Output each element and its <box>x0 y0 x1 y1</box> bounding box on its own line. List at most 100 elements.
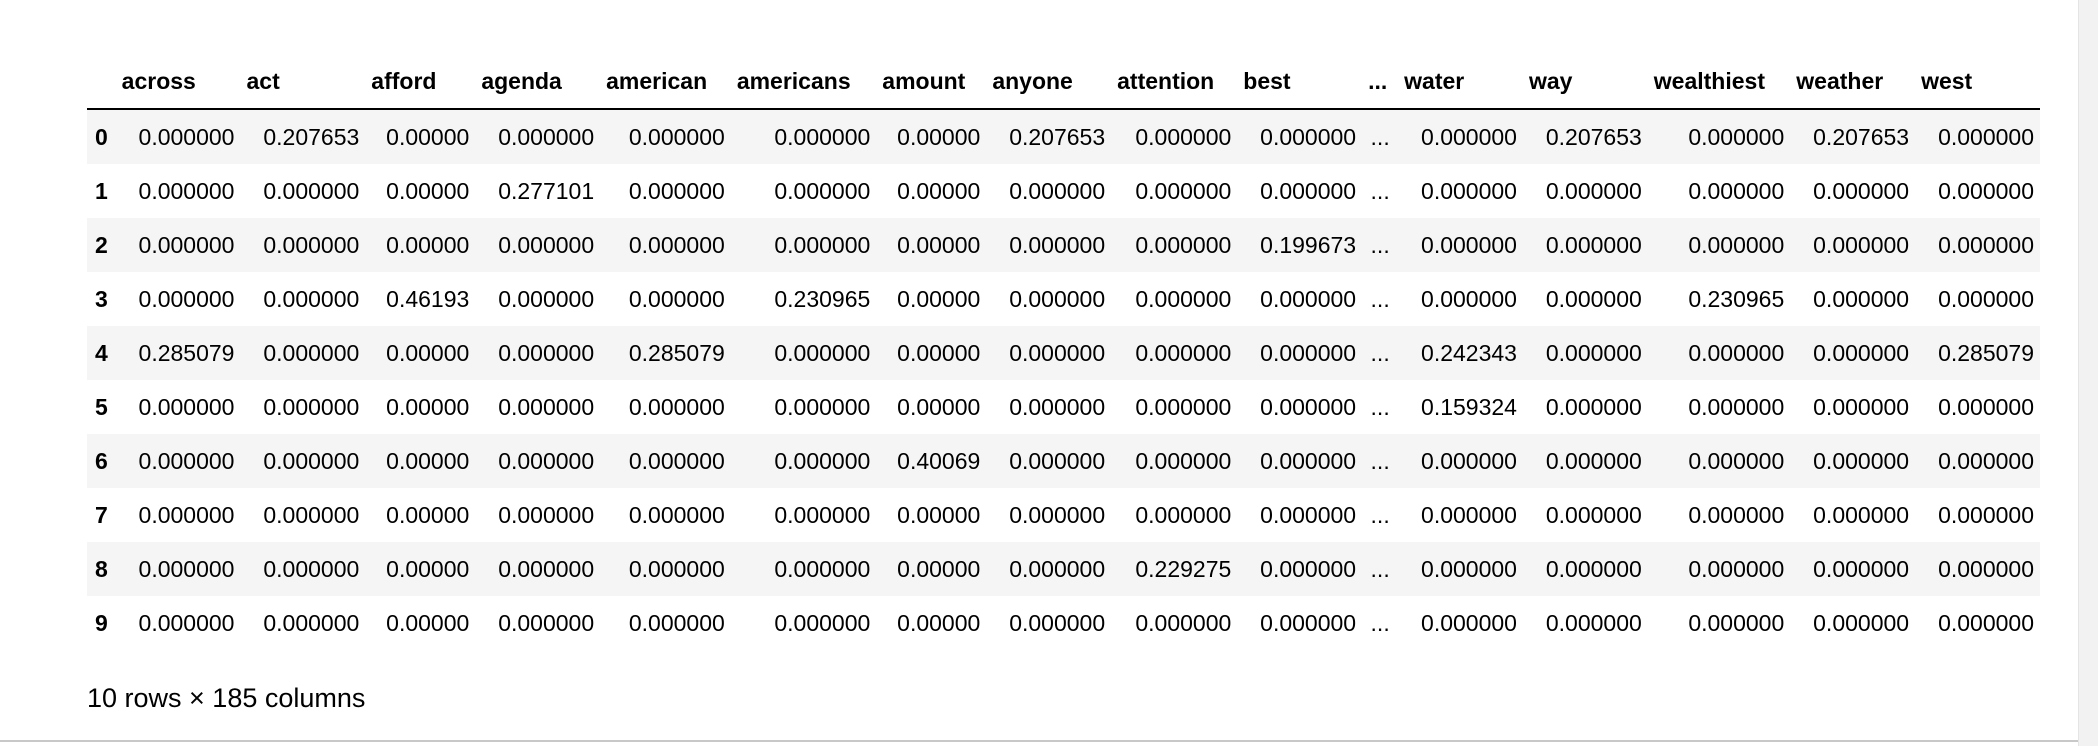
table-cell: 0.000000 <box>1421 447 1517 474</box>
table-cell: 0.000000 <box>1009 393 1106 420</box>
table-cell: 0.000000 <box>1421 285 1517 312</box>
table-row: 2 0.000000 0.000000 0.00000 0.000000 0.000000… <box>87 218 2040 272</box>
table-cell: 0.000000 <box>1688 555 1785 582</box>
column-header: americans <box>730 54 877 110</box>
table-cell: 0.000000 <box>1260 393 1357 420</box>
table-cell: 0.00000 <box>897 339 981 366</box>
table-cell: 0.000000 <box>498 609 595 636</box>
table-cell: 0.000000 <box>1421 177 1517 204</box>
table-cell: 0.000000 <box>138 231 235 258</box>
ellipsis-cell: ... <box>1370 447 1390 474</box>
table-cell: 0.000000 <box>628 501 725 528</box>
ellipsis-cell: ... <box>1370 393 1390 420</box>
table-cell: 0.000000 <box>1009 285 1106 312</box>
table-cell: 0.00000 <box>897 123 981 150</box>
column-header: weather <box>1790 54 1916 110</box>
table-cell: 0.000000 <box>263 177 360 204</box>
table-cell: 0.000000 <box>1260 177 1357 204</box>
table-cell: 0.000000 <box>263 339 360 366</box>
table-cell: 0.000000 <box>498 501 595 528</box>
table-cell: 0.000000 <box>774 339 871 366</box>
table-cell: 0.000000 <box>1938 123 2034 150</box>
table-cell: 0.46193 <box>386 285 470 312</box>
table-cell: 0.000000 <box>498 447 595 474</box>
table-cell: 0.000000 <box>1938 285 2034 312</box>
row-index: 3 <box>94 285 108 312</box>
index-column-header <box>87 54 116 110</box>
ellipsis-cell: ... <box>1370 501 1390 528</box>
table-row: 5 0.000000 0.000000 0.00000 0.000000 0.000000… <box>87 380 2040 434</box>
table-cell: 0.000000 <box>1135 501 1232 528</box>
table-row: 9 0.000000 0.000000 0.00000 0.000000 0.000000… <box>87 596 2040 650</box>
table-cell: 0.00000 <box>897 285 981 312</box>
column-header: west <box>1915 54 2040 110</box>
table-cell: 0.000000 <box>1688 501 1785 528</box>
table-cell: 0.000000 <box>1135 231 1232 258</box>
table-cell: 0.00000 <box>386 555 470 582</box>
table-header: across act afford agenda american americans am… <box>87 54 2040 110</box>
table-cell: 0.277101 <box>498 177 595 204</box>
row-index: 6 <box>94 447 108 474</box>
table-cell: 0.000000 <box>138 285 235 312</box>
table-cell: 0.000000 <box>628 555 725 582</box>
table-cell: 0.000000 <box>1938 231 2034 258</box>
table-cell: 0.230965 <box>774 285 871 312</box>
table-cell: 0.000000 <box>628 123 725 150</box>
column-header: best <box>1237 54 1363 110</box>
row-index: 9 <box>94 609 108 636</box>
table-cell: 0.000000 <box>1260 501 1357 528</box>
table-cell: 0.000000 <box>1938 609 2034 636</box>
column-header: way <box>1522 54 1648 110</box>
table-cell: 0.000000 <box>263 447 360 474</box>
table-cell: 0.000000 <box>1260 285 1357 312</box>
table-cell: 0.000000 <box>628 609 725 636</box>
column-header: afford <box>365 54 476 110</box>
table-cell: 0.000000 <box>1260 123 1357 150</box>
table-cell: 0.000000 <box>1938 501 2034 528</box>
column-header: american <box>600 54 731 110</box>
table-cell: 0.000000 <box>774 501 871 528</box>
ellipsis-cell: ... <box>1370 339 1390 366</box>
row-index: 2 <box>94 231 108 258</box>
table-cell: 0.000000 <box>1688 447 1785 474</box>
table-cell: 0.000000 <box>263 231 360 258</box>
column-header: wealthiest <box>1647 54 1791 110</box>
table-cell: 0.000000 <box>1938 393 2034 420</box>
table-cell: 0.00000 <box>897 501 981 528</box>
table-cell: 0.00000 <box>897 231 981 258</box>
table-cell: 0.000000 <box>1688 609 1785 636</box>
column-header-ellipsis: ... <box>1362 54 1399 110</box>
table-cell: 0.000000 <box>138 177 235 204</box>
table-cell: 0.000000 <box>628 231 725 258</box>
table-row: 1 0.000000 0.000000 0.00000 0.277101 0.000000… <box>87 164 2040 218</box>
table-cell: 0.000000 <box>628 177 725 204</box>
vertical-scrollbar[interactable] <box>2078 0 2098 746</box>
header-row: across act afford agenda american americans am… <box>87 54 2040 110</box>
row-index: 7 <box>94 501 108 528</box>
table-cell: 0.000000 <box>1009 609 1106 636</box>
table-cell: 0.00000 <box>897 609 981 636</box>
table-cell: 0.000000 <box>1545 393 1642 420</box>
table-cell: 0.000000 <box>1545 447 1642 474</box>
table-cell: 0.000000 <box>1135 339 1232 366</box>
table-cell: 0.000000 <box>1545 501 1642 528</box>
table-cell: 0.285079 <box>138 339 235 366</box>
table-cell: 0.000000 <box>1938 447 2034 474</box>
table-cell: 0.000000 <box>1688 177 1785 204</box>
table-cell: 0.000000 <box>498 231 595 258</box>
table-cell: 0.000000 <box>1545 177 1642 204</box>
table-cell: 0.000000 <box>263 501 360 528</box>
table-cell: 0.000000 <box>774 231 871 258</box>
table-cell: 0.40069 <box>897 447 981 474</box>
table-cell: 0.000000 <box>1009 231 1106 258</box>
table-cell: 0.000000 <box>1009 447 1106 474</box>
table-cell: 0.000000 <box>138 447 235 474</box>
table-cell: 0.229275 <box>1135 555 1232 582</box>
table-cell: 0.000000 <box>138 393 235 420</box>
table-cell: 0.000000 <box>1009 501 1106 528</box>
table-cell: 0.000000 <box>1688 339 1785 366</box>
column-header: attention <box>1111 54 1238 110</box>
ellipsis-cell: ... <box>1370 123 1390 150</box>
row-index: 0 <box>94 123 108 150</box>
table-cell: 0.00000 <box>386 123 470 150</box>
